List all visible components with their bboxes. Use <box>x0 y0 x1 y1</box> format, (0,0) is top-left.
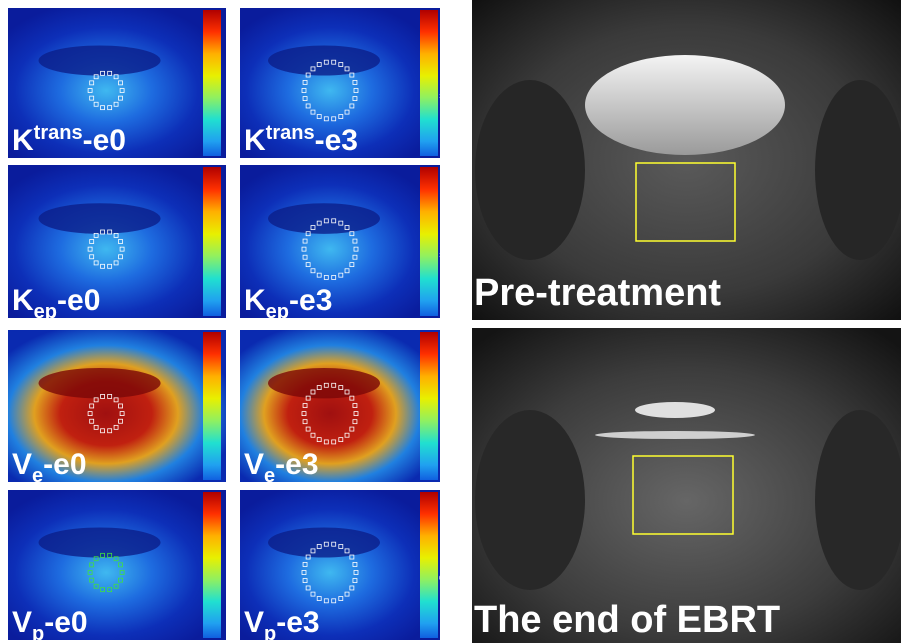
map-label: Vp-e0 <box>12 606 88 643</box>
colorbar-label: 1.67 <box>439 94 451 100</box>
colorbar <box>203 10 221 156</box>
parameter-map <box>240 165 440 318</box>
colorbar <box>420 332 438 480</box>
label-base: V <box>12 448 32 481</box>
figure: Pre-treatment The end of EBRT Ktrans-e01… <box>0 0 901 643</box>
label-suffix: -e3 <box>289 284 332 317</box>
structure <box>815 80 901 260</box>
mri-label: The end of EBRT <box>474 599 780 641</box>
structure <box>635 402 715 418</box>
label-suffix: -e0 <box>43 448 86 481</box>
label-base: V <box>12 606 32 639</box>
tissue <box>39 368 161 398</box>
tissue <box>39 528 161 558</box>
label-suffix: -e3 <box>315 124 358 157</box>
parameter-map <box>8 490 226 640</box>
label-suffix: -e0 <box>83 124 126 157</box>
label-sub: p <box>32 623 44 643</box>
structure <box>475 410 585 590</box>
label-base: K <box>12 124 34 157</box>
parameter-map <box>240 490 440 640</box>
bladder <box>585 55 785 155</box>
label-sub: e <box>32 465 43 487</box>
map-label: Vp-e3 <box>244 606 320 643</box>
label-suffix: -e3 <box>276 606 319 639</box>
colorbar <box>203 332 221 480</box>
colorbar <box>420 10 438 156</box>
label-sub: ep <box>34 301 57 323</box>
parameter-map <box>8 330 226 482</box>
mri-label: Pre-treatment <box>474 272 721 314</box>
label-base: K <box>244 124 266 157</box>
tissue <box>39 203 161 234</box>
label-sub: p <box>264 623 276 643</box>
structure <box>475 80 585 260</box>
structure <box>815 410 901 590</box>
structure <box>595 431 755 439</box>
colorbar <box>203 167 221 316</box>
label-suffix: -e0 <box>44 606 87 639</box>
colorbar-label: 0.499 <box>439 576 455 582</box>
label-base: V <box>244 606 264 639</box>
label-sub: ep <box>266 301 289 323</box>
colorbar-label: 1.65 <box>439 253 451 259</box>
label-sup: trans <box>266 122 315 144</box>
tissue <box>39 46 161 76</box>
label-suffix: -e0 <box>57 284 100 317</box>
parameter-map <box>8 165 226 318</box>
label-suffix: -e3 <box>275 448 318 481</box>
label-base: K <box>244 284 266 317</box>
label-sup: trans <box>34 122 83 144</box>
parameter-map <box>240 330 440 482</box>
label-base: V <box>244 448 264 481</box>
colorbar <box>420 167 438 316</box>
label-base: K <box>12 284 34 317</box>
colorbar <box>420 492 438 638</box>
label-sub: e <box>264 465 275 487</box>
colorbar <box>203 492 221 638</box>
